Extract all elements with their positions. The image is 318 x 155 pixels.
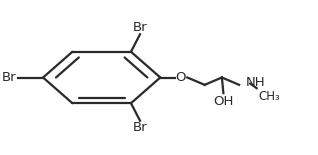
- Text: Br: Br: [1, 71, 16, 84]
- Text: CH₃: CH₃: [258, 91, 280, 104]
- Text: OH: OH: [213, 95, 234, 108]
- Text: Br: Br: [133, 122, 147, 135]
- Text: O: O: [176, 71, 186, 84]
- Text: NH: NH: [246, 76, 266, 89]
- Text: Br: Br: [133, 20, 147, 33]
